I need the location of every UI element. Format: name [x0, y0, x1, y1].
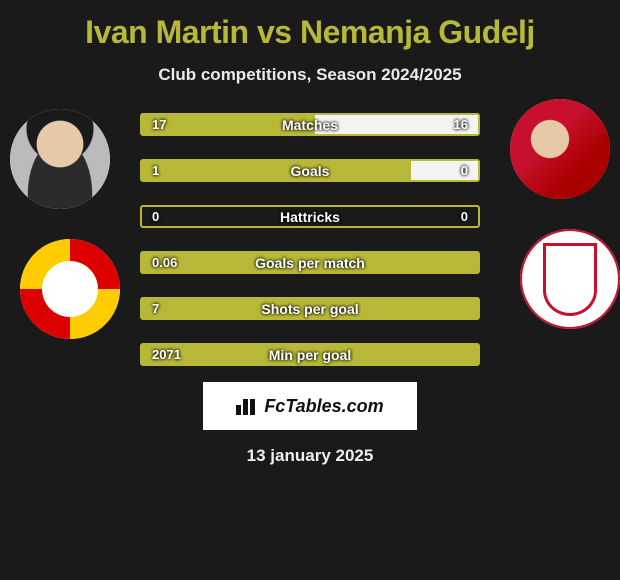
comparison-card: Ivan Martin vs Nemanja Gudelj Club compe… — [0, 0, 620, 476]
player-left-avatar — [10, 109, 110, 209]
stat-value-left: 7 — [152, 301, 159, 316]
stat-label: Min per goal — [269, 347, 351, 363]
stat-bars: 17 Matches 16 1 Goals 0 0 Hattricks 0 0.06 Goals p… — [140, 113, 480, 366]
stat-value-right: 16 — [454, 117, 468, 132]
stat-fill-left — [142, 161, 411, 180]
club-logo-icon — [20, 239, 120, 339]
stat-value-right: 0 — [461, 209, 468, 224]
stat-value-left: 1 — [152, 163, 159, 178]
date-label: 13 january 2025 — [247, 446, 374, 466]
club-right-logo — [520, 229, 620, 329]
club-logo-icon — [520, 229, 620, 329]
stat-label: Shots per goal — [261, 301, 358, 317]
avatar-placeholder-icon — [10, 109, 110, 209]
branding-badge[interactable]: FcTables.com — [203, 382, 417, 430]
player-right-avatar — [510, 99, 610, 199]
stat-row: 1 Goals 0 — [140, 159, 480, 182]
stat-row: 7 Shots per goal — [140, 297, 480, 320]
stat-label: Goals per match — [255, 255, 365, 271]
stat-row: 0.06 Goals per match — [140, 251, 480, 274]
stat-value-left: 0.06 — [152, 255, 177, 270]
avatar-placeholder-icon — [510, 99, 610, 199]
stats-area: 17 Matches 16 1 Goals 0 0 Hattricks 0 0.06 Goals p… — [0, 113, 620, 366]
stat-label: Goals — [291, 163, 330, 179]
stat-value-left: 17 — [152, 117, 166, 132]
stat-row: 17 Matches 16 — [140, 113, 480, 136]
branding-text: FcTables.com — [264, 396, 383, 417]
page-title: Ivan Martin vs Nemanja Gudelj — [85, 14, 535, 51]
club-left-logo — [20, 239, 120, 339]
stat-value-right: 0 — [461, 163, 468, 178]
stat-row: 0 Hattricks 0 — [140, 205, 480, 228]
bar-chart-icon — [236, 397, 258, 415]
stat-label: Hattricks — [280, 209, 340, 225]
stat-label: Matches — [282, 117, 338, 133]
stat-row: 2071 Min per goal — [140, 343, 480, 366]
subtitle: Club competitions, Season 2024/2025 — [158, 65, 461, 85]
stat-value-left: 0 — [152, 209, 159, 224]
stat-value-left: 2071 — [152, 347, 181, 362]
